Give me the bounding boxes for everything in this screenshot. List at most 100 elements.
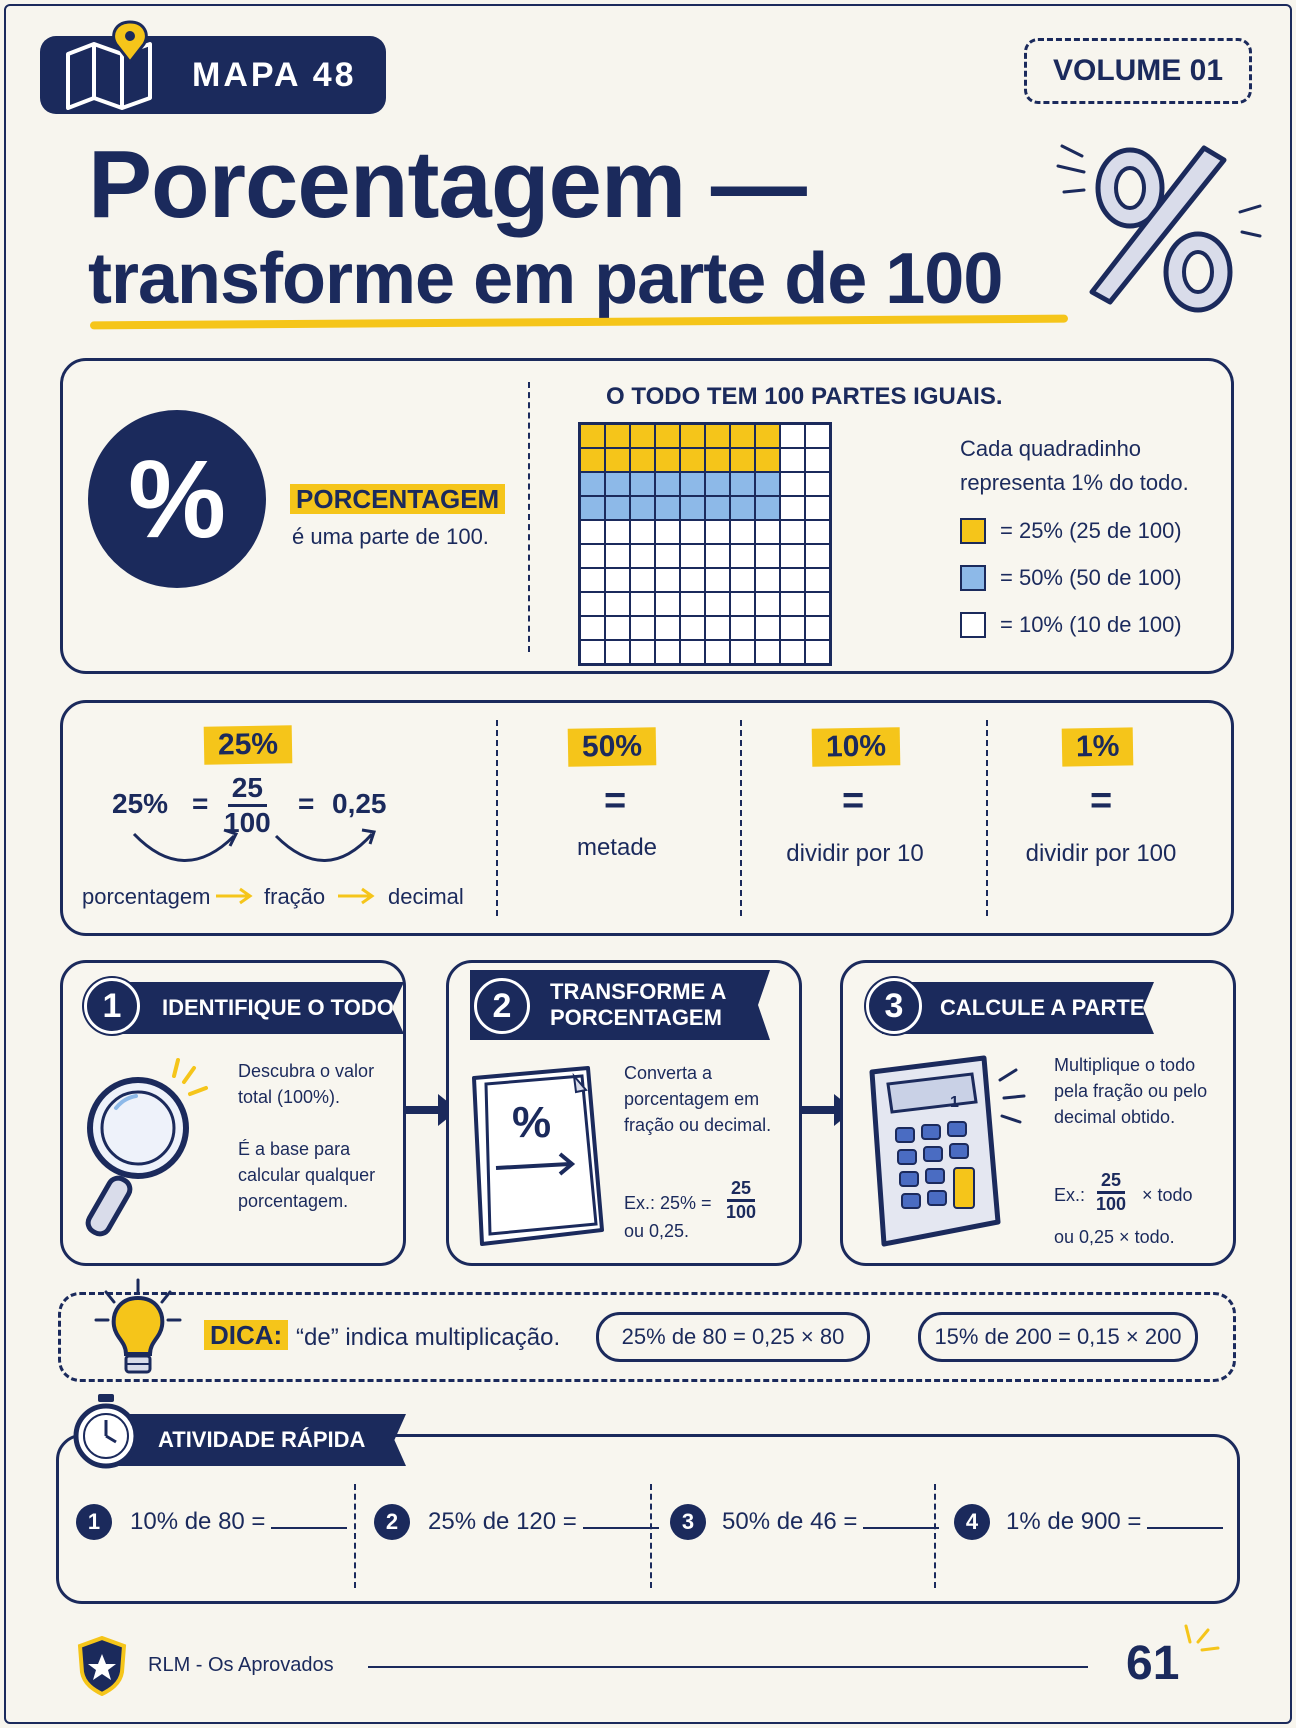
grid-cell (805, 616, 830, 640)
volume-badge: VOLUME 01 (1024, 38, 1252, 104)
arrow-right-icon (216, 887, 253, 905)
grid-cell (680, 520, 705, 544)
eq-right: 0,25 (332, 788, 387, 819)
tip-example-2: 15% de 200 = 0,15 × 200 (918, 1312, 1198, 1362)
grid-cell (655, 616, 680, 640)
step-3-fraction: 25 100 (1096, 1170, 1127, 1214)
eq-sign: = (192, 788, 209, 819)
grid-cell (705, 520, 730, 544)
grid-cell (805, 640, 830, 664)
grid-cell (805, 424, 830, 448)
grid-cell (755, 424, 780, 448)
divider (528, 382, 530, 652)
grid-cell (605, 592, 630, 616)
grid-cell (605, 496, 630, 520)
grid-cell (655, 448, 680, 472)
page-title-line2: transforme em parte de 100 (88, 239, 1003, 319)
activity-ribbon: ATIVIDADE RÁPIDA (116, 1414, 406, 1466)
grid-cell (680, 568, 705, 592)
grid-cell (580, 496, 605, 520)
activity-item-2[interactable]: 25% de 120 = (428, 1508, 659, 1536)
grid-cell (730, 640, 755, 664)
grid-cell (630, 544, 655, 568)
activity-item-1[interactable]: 10% de 80 = (130, 1508, 348, 1536)
grid-cell (580, 544, 605, 568)
grid-cell (805, 472, 830, 496)
grid-cell (655, 544, 680, 568)
grid-cell (705, 640, 730, 664)
grid-cell (805, 592, 830, 616)
legend-swatch (960, 518, 986, 544)
grid-cell (630, 616, 655, 640)
grid-cell (780, 472, 805, 496)
tip-example-1: 25% de 80 = 0,25 × 80 (596, 1312, 870, 1362)
answer-blank[interactable] (271, 1527, 348, 1529)
divider (934, 1484, 936, 1588)
curved-arrows-icon (132, 828, 376, 862)
grid-cell (730, 568, 755, 592)
activity-item-4[interactable]: 1% de 900 = (1006, 1508, 1224, 1536)
grid-cell (780, 616, 805, 640)
step-1-text: Descubra o valor total (100%). (238, 1061, 375, 1107)
footer-line (368, 1666, 1088, 1668)
step-1-ribbon: IDENTIFIQUE O TODO (104, 982, 404, 1034)
answer-blank[interactable] (582, 1527, 659, 1529)
eq-sign: = (604, 780, 627, 822)
divider (986, 720, 988, 916)
doc-percent: % (512, 1098, 552, 1147)
eq-sign: = (842, 780, 865, 822)
step-2-number: 2 (474, 978, 530, 1034)
activity-number: 2 (374, 1504, 410, 1540)
grid-cell (705, 496, 730, 520)
answer-blank[interactable] (863, 1527, 940, 1529)
grid-cell (755, 616, 780, 640)
grid-cell (755, 448, 780, 472)
grid-cell (680, 640, 705, 664)
step-2-text: Converta a porcentagem em fração ou deci… (624, 1063, 772, 1135)
grid-cell (730, 616, 755, 640)
grid-cell (705, 592, 730, 616)
legend-item-white: = 10% (10 de 100) (960, 612, 1182, 638)
grid-cell (680, 616, 705, 640)
flow-fracao: fração (264, 884, 326, 909)
footer-brand: RLM - Os Aprovados (148, 1654, 334, 1676)
text-dividir-100: dividir por 100 (1025, 840, 1177, 867)
grid-cell (680, 448, 705, 472)
activity-item-3[interactable]: 50% de 46 = (722, 1508, 940, 1536)
grid-cell (755, 544, 780, 568)
percent-circle: % (88, 410, 266, 588)
mapa-badge: MAPA 48 (40, 20, 386, 114)
grid-cell (630, 496, 655, 520)
legend-item-yellow: = 25% (25 de 100) (960, 518, 1182, 544)
grid-cell (780, 424, 805, 448)
grid-cell (605, 472, 630, 496)
grid-cell (580, 640, 605, 664)
grid-cell (680, 592, 705, 616)
grid-cell (580, 448, 605, 472)
page-frame (4, 4, 1292, 1724)
grid-cell (755, 568, 780, 592)
grid-cell (780, 496, 805, 520)
grid-cell (705, 616, 730, 640)
legend-swatch (960, 612, 986, 638)
grid-cell (780, 592, 805, 616)
step-3-ribbon: CALCULE A PARTE (882, 982, 1154, 1034)
grid-cell (655, 640, 680, 664)
divider (740, 720, 742, 916)
grid-cell (730, 520, 755, 544)
grid-cell (605, 448, 630, 472)
grid-cell (605, 640, 630, 664)
grid-cell (605, 616, 630, 640)
grid-cell (780, 568, 805, 592)
grid-cell (680, 544, 705, 568)
grid-cell (605, 544, 630, 568)
sparkle-icon (1184, 1624, 1220, 1652)
activity-number: 1 (76, 1504, 112, 1540)
grid-cell (780, 640, 805, 664)
step-2-fraction: 25 100 (726, 1178, 757, 1222)
document-icon (472, 1066, 604, 1246)
grid-cell (730, 592, 755, 616)
answer-blank[interactable] (1147, 1527, 1224, 1529)
grid-cell (805, 520, 830, 544)
grid-cell (730, 424, 755, 448)
